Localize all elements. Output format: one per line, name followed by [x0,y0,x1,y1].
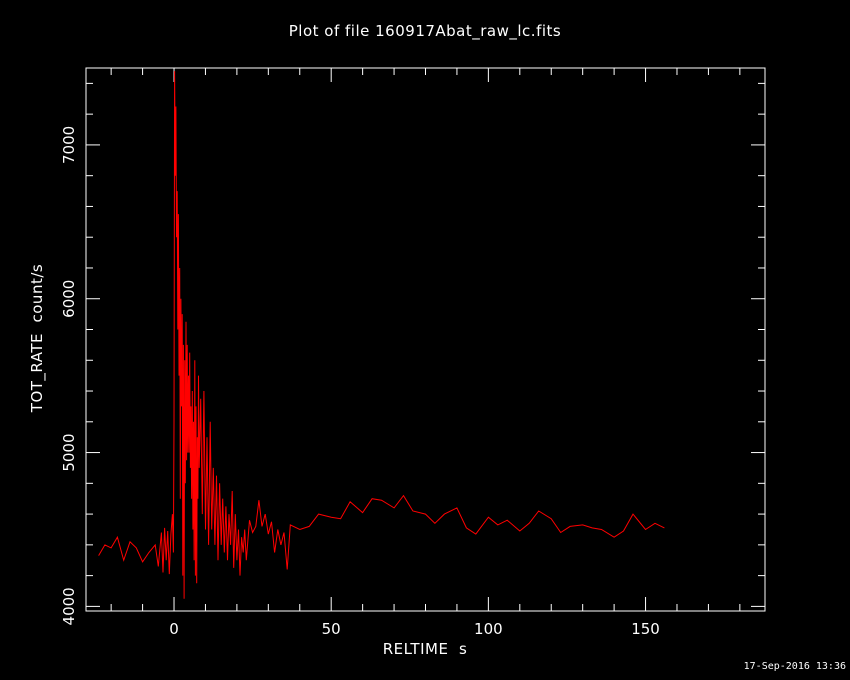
x-tick-label: 50 [322,620,341,638]
y-tick-label: 5000 [60,433,78,471]
y-tick-label: 4000 [60,587,78,625]
x-tick-label: 0 [169,620,179,638]
y-tick-label: 6000 [60,280,78,318]
x-tick-label: 150 [631,620,660,638]
series-line [98,71,665,599]
x-axis-label: RELTIME s [382,640,468,658]
chart-title: Plot of file 160917Abat_raw_lc.fits [288,22,562,40]
y-axis-label: TOT_RATE count/s [28,263,46,413]
axis-tick-labels: 0 50 100 150 4000 5000 6000 7000 [60,126,660,638]
plot-frame [85,67,766,612]
axis-ticks [86,68,765,611]
x-tick-label: 100 [474,620,503,638]
timestamp: 17-Sep-2016 13:36 [743,661,846,672]
y-tick-label: 7000 [60,126,78,164]
